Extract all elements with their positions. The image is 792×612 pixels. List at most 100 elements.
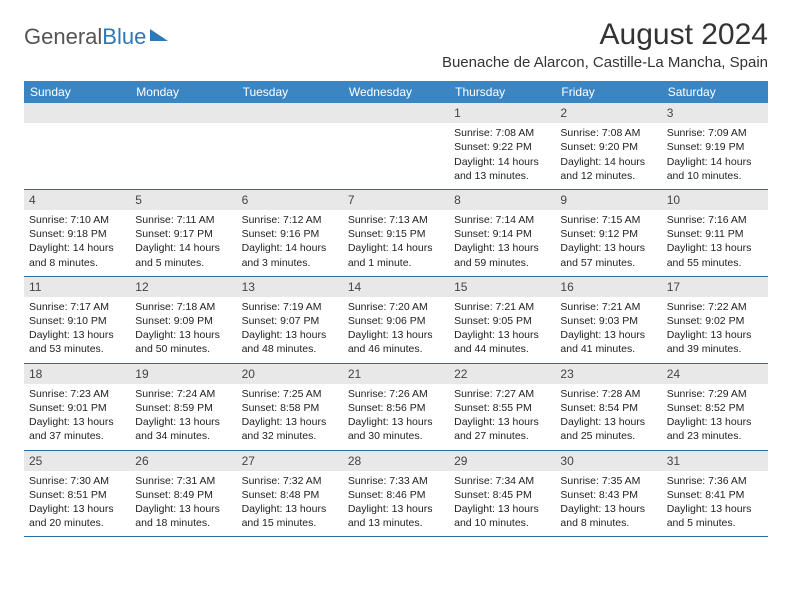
location-text: Buenache de Alarcon, Castille-La Mancha,…: [442, 54, 768, 71]
day-details: Sunrise: 7:14 AMSunset: 9:14 PMDaylight:…: [449, 210, 555, 276]
day-number: 2: [555, 103, 661, 123]
sunset-text: Sunset: 8:41 PM: [667, 488, 763, 502]
sunrise-text: Sunrise: 7:19 AM: [242, 300, 338, 314]
sunrise-text: Sunrise: 7:23 AM: [29, 387, 125, 401]
day-details: Sunrise: 7:21 AMSunset: 9:03 PMDaylight:…: [555, 297, 661, 363]
sunset-text: Sunset: 9:01 PM: [29, 401, 125, 415]
calendar-cell: [130, 103, 236, 189]
day-number: 22: [449, 364, 555, 384]
calendar-cell: 3Sunrise: 7:09 AMSunset: 9:19 PMDaylight…: [662, 103, 768, 189]
daylight-text: Daylight: 14 hours: [454, 155, 550, 169]
day-details: Sunrise: 7:09 AMSunset: 9:19 PMDaylight:…: [662, 123, 768, 189]
sunset-text: Sunset: 8:59 PM: [135, 401, 231, 415]
daylight-text: and 50 minutes.: [135, 342, 231, 356]
day-number: 21: [343, 364, 449, 384]
sunrise-text: Sunrise: 7:09 AM: [667, 126, 763, 140]
calendar-body: 1Sunrise: 7:08 AMSunset: 9:22 PMDaylight…: [24, 103, 768, 537]
daylight-text: and 10 minutes.: [667, 169, 763, 183]
brand-part2: Blue: [102, 24, 146, 50]
day-details: Sunrise: 7:26 AMSunset: 8:56 PMDaylight:…: [343, 384, 449, 450]
daylight-text: Daylight: 13 hours: [667, 328, 763, 342]
calendar-week-row: 25Sunrise: 7:30 AMSunset: 8:51 PMDayligh…: [24, 450, 768, 537]
calendar-cell: 17Sunrise: 7:22 AMSunset: 9:02 PMDayligh…: [662, 276, 768, 363]
day-header: Friday: [555, 81, 661, 103]
daylight-text: Daylight: 13 hours: [454, 328, 550, 342]
day-number: 30: [555, 451, 661, 471]
sunrise-text: Sunrise: 7:32 AM: [242, 474, 338, 488]
calendar-cell: 5Sunrise: 7:11 AMSunset: 9:17 PMDaylight…: [130, 189, 236, 276]
day-header: Sunday: [24, 81, 130, 103]
day-number: 27: [237, 451, 343, 471]
day-details: Sunrise: 7:25 AMSunset: 8:58 PMDaylight:…: [237, 384, 343, 450]
daylight-text: and 18 minutes.: [135, 516, 231, 530]
day-number-empty: [237, 103, 343, 123]
daylight-text: and 5 minutes.: [135, 256, 231, 270]
sunrise-text: Sunrise: 7:24 AM: [135, 387, 231, 401]
day-number: 6: [237, 190, 343, 210]
day-details: Sunrise: 7:36 AMSunset: 8:41 PMDaylight:…: [662, 471, 768, 537]
calendar-cell: 18Sunrise: 7:23 AMSunset: 9:01 PMDayligh…: [24, 363, 130, 450]
day-details: Sunrise: 7:18 AMSunset: 9:09 PMDaylight:…: [130, 297, 236, 363]
title-block: August 2024 Buenache de Alarcon, Castill…: [442, 18, 768, 71]
day-details: Sunrise: 7:21 AMSunset: 9:05 PMDaylight:…: [449, 297, 555, 363]
daylight-text: Daylight: 14 hours: [348, 241, 444, 255]
page-title: August 2024: [442, 18, 768, 52]
calendar-week-row: 1Sunrise: 7:08 AMSunset: 9:22 PMDaylight…: [24, 103, 768, 189]
sunrise-text: Sunrise: 7:35 AM: [560, 474, 656, 488]
daylight-text: Daylight: 13 hours: [29, 502, 125, 516]
daylight-text: Daylight: 14 hours: [560, 155, 656, 169]
sunset-text: Sunset: 9:02 PM: [667, 314, 763, 328]
day-header: Saturday: [662, 81, 768, 103]
daylight-text: and 23 minutes.: [667, 429, 763, 443]
daylight-text: Daylight: 13 hours: [242, 502, 338, 516]
day-number: 13: [237, 277, 343, 297]
calendar-cell: 10Sunrise: 7:16 AMSunset: 9:11 PMDayligh…: [662, 189, 768, 276]
daylight-text: Daylight: 13 hours: [242, 415, 338, 429]
brand-part1: General: [24, 24, 102, 50]
sunset-text: Sunset: 9:11 PM: [667, 227, 763, 241]
day-details: Sunrise: 7:28 AMSunset: 8:54 PMDaylight:…: [555, 384, 661, 450]
sunset-text: Sunset: 9:16 PM: [242, 227, 338, 241]
daylight-text: and 37 minutes.: [29, 429, 125, 443]
day-number: 31: [662, 451, 768, 471]
calendar-cell: [237, 103, 343, 189]
calendar-week-row: 18Sunrise: 7:23 AMSunset: 9:01 PMDayligh…: [24, 363, 768, 450]
daylight-text: Daylight: 13 hours: [135, 502, 231, 516]
daylight-text: and 20 minutes.: [29, 516, 125, 530]
sunrise-text: Sunrise: 7:25 AM: [242, 387, 338, 401]
daylight-text: and 5 minutes.: [667, 516, 763, 530]
day-number: 24: [662, 364, 768, 384]
sunset-text: Sunset: 8:43 PM: [560, 488, 656, 502]
sunrise-text: Sunrise: 7:34 AM: [454, 474, 550, 488]
day-details: Sunrise: 7:16 AMSunset: 9:11 PMDaylight:…: [662, 210, 768, 276]
day-number: 7: [343, 190, 449, 210]
sunrise-text: Sunrise: 7:11 AM: [135, 213, 231, 227]
daylight-text: and 55 minutes.: [667, 256, 763, 270]
day-details: Sunrise: 7:34 AMSunset: 8:45 PMDaylight:…: [449, 471, 555, 537]
daylight-text: Daylight: 13 hours: [454, 415, 550, 429]
day-details-empty: [130, 123, 236, 181]
sunset-text: Sunset: 8:49 PM: [135, 488, 231, 502]
calendar-cell: 14Sunrise: 7:20 AMSunset: 9:06 PMDayligh…: [343, 276, 449, 363]
calendar-cell: 23Sunrise: 7:28 AMSunset: 8:54 PMDayligh…: [555, 363, 661, 450]
day-details: Sunrise: 7:35 AMSunset: 8:43 PMDaylight:…: [555, 471, 661, 537]
daylight-text: and 32 minutes.: [242, 429, 338, 443]
day-details-empty: [237, 123, 343, 181]
day-number: 14: [343, 277, 449, 297]
daylight-text: and 57 minutes.: [560, 256, 656, 270]
calendar-cell: 24Sunrise: 7:29 AMSunset: 8:52 PMDayligh…: [662, 363, 768, 450]
day-details-empty: [24, 123, 130, 181]
sunrise-text: Sunrise: 7:10 AM: [29, 213, 125, 227]
day-number: 11: [24, 277, 130, 297]
sunset-text: Sunset: 9:06 PM: [348, 314, 444, 328]
sunset-text: Sunset: 9:20 PM: [560, 140, 656, 154]
logo-triangle-icon: [150, 29, 168, 41]
calendar-cell: 8Sunrise: 7:14 AMSunset: 9:14 PMDaylight…: [449, 189, 555, 276]
daylight-text: Daylight: 13 hours: [560, 415, 656, 429]
calendar-cell: [343, 103, 449, 189]
daylight-text: and 46 minutes.: [348, 342, 444, 356]
calendar-cell: 25Sunrise: 7:30 AMSunset: 8:51 PMDayligh…: [24, 450, 130, 537]
day-details: Sunrise: 7:13 AMSunset: 9:15 PMDaylight:…: [343, 210, 449, 276]
sunrise-text: Sunrise: 7:21 AM: [560, 300, 656, 314]
sunset-text: Sunset: 9:12 PM: [560, 227, 656, 241]
